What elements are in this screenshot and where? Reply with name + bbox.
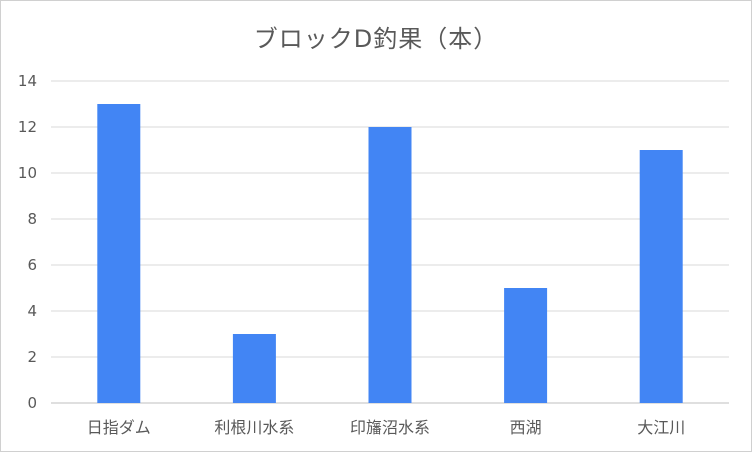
y-tick-label: 10 xyxy=(18,164,37,182)
x-category-label: 利根川水系 xyxy=(214,418,294,437)
y-tick-label: 2 xyxy=(27,348,37,366)
bar xyxy=(639,150,683,403)
bar xyxy=(504,288,548,403)
x-category-label: 大江川 xyxy=(637,418,685,437)
x-category-label: 西湖 xyxy=(510,418,542,437)
y-tick-label: 8 xyxy=(27,210,37,228)
y-tick-label: 6 xyxy=(27,256,37,274)
bar xyxy=(97,104,141,403)
chart-title: ブロックD釣果（本） xyxy=(253,25,499,53)
y-tick-label: 14 xyxy=(18,72,37,90)
y-tick-label: 12 xyxy=(18,118,37,136)
y-tick-label: 4 xyxy=(27,302,37,320)
x-category-label: 日指ダム xyxy=(87,418,151,437)
bar xyxy=(368,127,412,403)
x-category-label: 印旛沼水系 xyxy=(350,418,430,437)
y-tick-label: 0 xyxy=(27,394,37,412)
bar xyxy=(232,334,276,403)
